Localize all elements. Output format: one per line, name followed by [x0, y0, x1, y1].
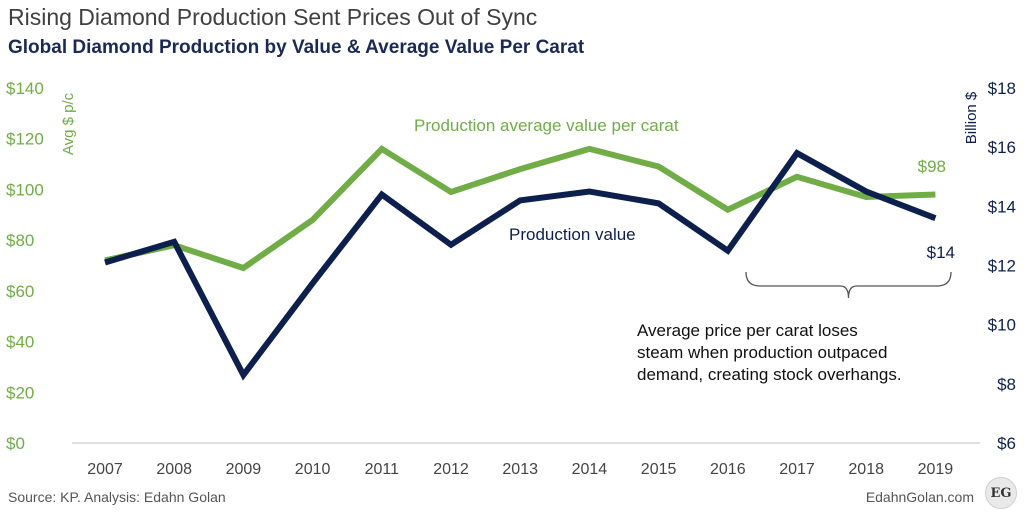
chart-subtitle: Global Diamond Production by Value & Ave…	[8, 37, 585, 58]
left-axis-label: Avg $ p/c	[60, 92, 77, 155]
series-label-avg-value-per-carat: Production average value per carat	[414, 116, 679, 135]
series-line-production-value	[104, 149, 937, 381]
left-tick-label: $120	[6, 130, 44, 149]
x-tick-label-2008: 2008	[156, 461, 192, 478]
x-tick-label-2019: 2019	[918, 461, 954, 478]
x-tick-label-2014: 2014	[572, 461, 608, 478]
source-note: Source: KP. Analysis: Edahn Golan	[8, 489, 226, 505]
x-tick-label-2011: 2011	[365, 461, 400, 478]
annotation-bracket	[745, 271, 952, 299]
x-tick-label-2012: 2012	[433, 461, 469, 478]
brand-logo-icon: EG	[985, 477, 1017, 509]
left-tick-label: $40	[6, 333, 34, 352]
annotation-text-line: demand, creating stock overhangs.	[637, 365, 902, 384]
series-line-avg-value-per-carat	[104, 145, 936, 272]
x-tick-label-2016: 2016	[710, 461, 746, 478]
x-tick-label-2017: 2017	[779, 461, 815, 478]
right-tick-label: $12	[988, 257, 1016, 276]
right-tick-label: $8	[997, 375, 1016, 394]
right-axis-label: Billion $	[963, 91, 980, 144]
x-tick-label-2018: 2018	[848, 461, 884, 478]
brand-site: EdahnGolan.com	[865, 489, 974, 505]
x-tick-label-2009: 2009	[226, 461, 262, 478]
right-tick-label: $6	[997, 434, 1016, 453]
right-tick-label: $18	[988, 79, 1016, 98]
left-tick-label: $20	[6, 383, 34, 402]
left-tick-label: $80	[6, 231, 34, 250]
left-tick-label: $60	[6, 282, 34, 301]
left-tick-label: $100	[6, 180, 44, 199]
series-label-production-value: Production value	[509, 225, 636, 244]
left-tick-label: $140	[6, 79, 44, 98]
x-tick-label-2015: 2015	[641, 461, 677, 478]
x-tick-label-2013: 2013	[502, 461, 538, 478]
end-label-avg-value-per-carat: $98	[918, 157, 946, 176]
x-tick-label-2010: 2010	[295, 461, 331, 478]
left-tick-label: $0	[6, 434, 25, 453]
annotation-text-line: Average price per carat loses	[637, 321, 858, 340]
chart-title: Rising Diamond Production Sent Prices Ou…	[8, 4, 538, 30]
right-tick-label: $16	[988, 138, 1016, 157]
right-tick-label: $10	[988, 316, 1016, 335]
x-tick-label-2007: 2007	[87, 461, 123, 478]
annotation-text-line: steam when production outpaced	[637, 343, 887, 362]
right-tick-label: $14	[988, 197, 1016, 216]
end-label-production-value: $14	[927, 243, 955, 262]
